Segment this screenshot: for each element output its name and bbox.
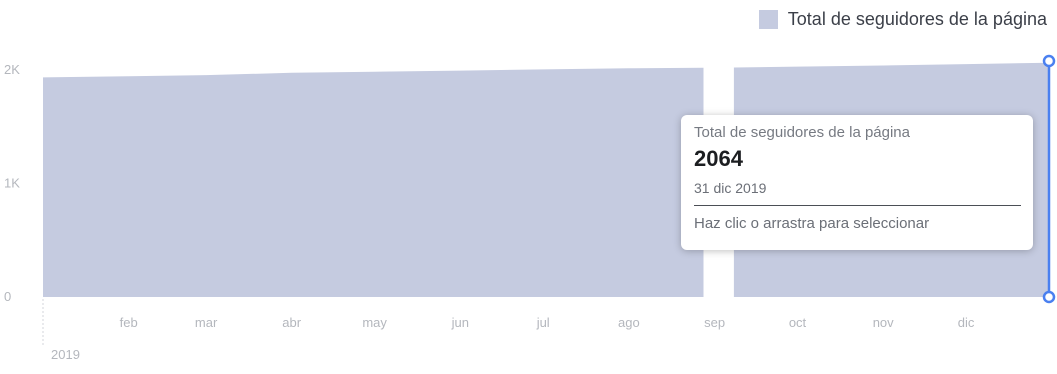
y-tick-label-2K: 2K (4, 62, 20, 77)
x-tick-label-abr: abr (282, 315, 301, 330)
x-tick-label-jul: jul (536, 315, 550, 330)
tooltip-value: 2064 (694, 146, 743, 171)
x-tick-label-dic: dic (958, 315, 975, 330)
x-tick-label-may: may (362, 315, 387, 330)
tooltip-hint: Haz clic o arrastra para seleccionar (694, 215, 930, 232)
tooltip-date: 31 dic 2019 (694, 180, 767, 196)
chart-legend: Total de seguidores de la página (758, 7, 1047, 31)
tooltip-series-label: Total de seguidores de la página (694, 124, 910, 141)
x-tick-label-feb: feb (120, 315, 138, 330)
x-tick-label-mar: mar (195, 315, 218, 330)
legend-label: Total de seguidores de la página (787, 8, 1047, 29)
x-tick-label-sep: sep (704, 315, 725, 330)
x-tick-label-oct: oct (789, 315, 807, 330)
tooltip-divider (694, 205, 1021, 206)
x-tick-label-ago: ago (618, 315, 640, 330)
area-segment-1-1 (43, 67, 704, 297)
selection-handle-top (1042, 54, 1056, 68)
chart-tooltip: Total de seguidores de la página 2064 31… (681, 115, 1033, 250)
selection-handle-bottom (1042, 290, 1056, 304)
x-tick-label-jun: jun (451, 315, 469, 330)
y-tick-label-0: 0 (4, 289, 11, 304)
legend-swatch (758, 9, 778, 29)
y-tick-label-1K: 1K (4, 176, 20, 191)
x-year-label: 2019 (51, 347, 80, 362)
x-tick-label-nov: nov (873, 315, 894, 330)
